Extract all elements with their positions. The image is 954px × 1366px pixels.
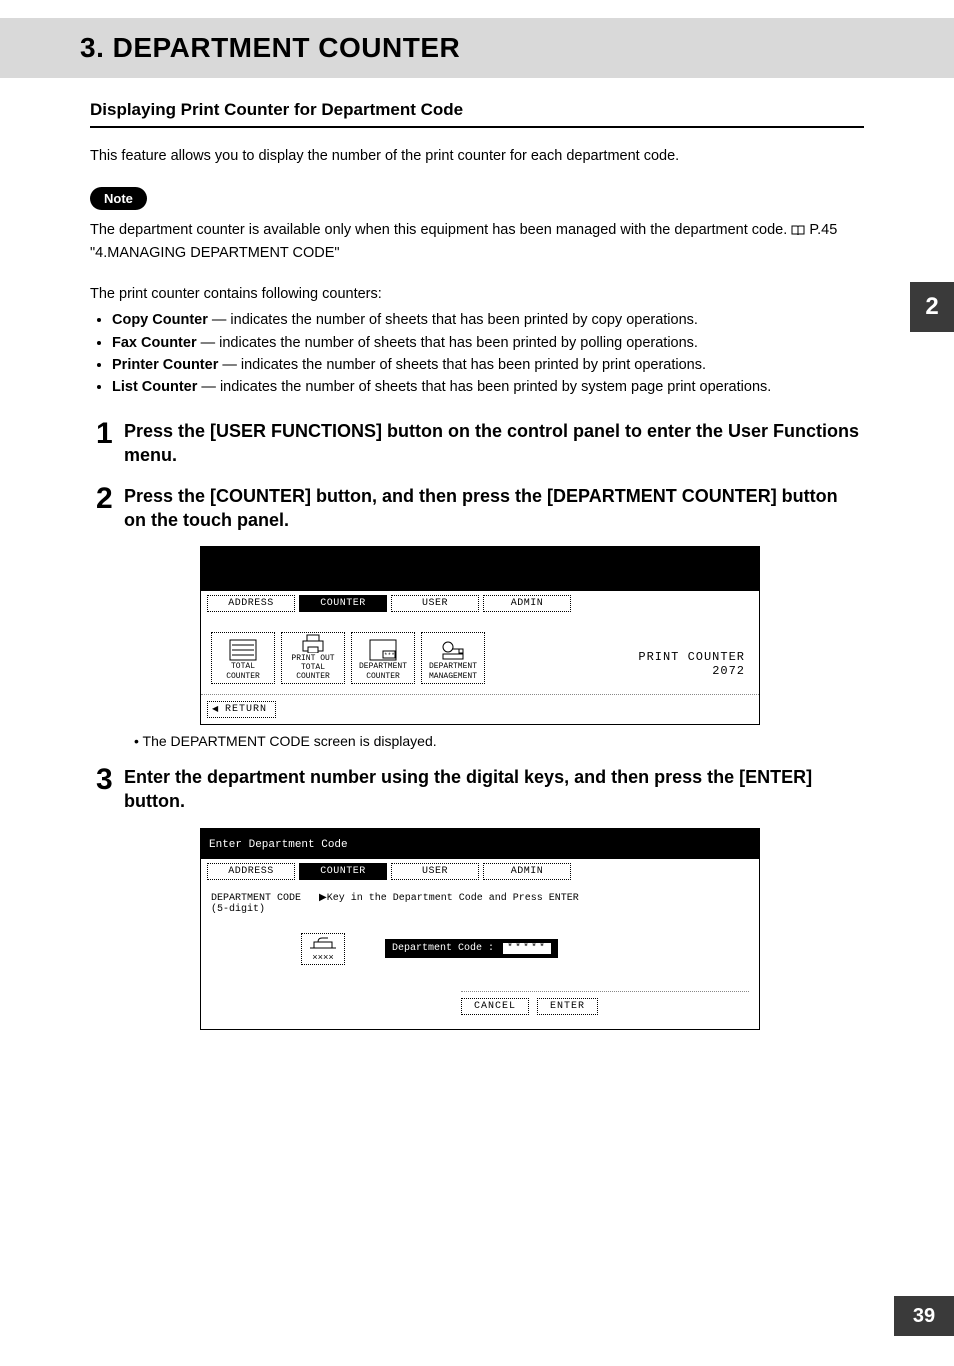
touch-panel-screenshot-1: ADDRESS COUNTER USER ADMIN TOTALCOUNTER … bbox=[200, 546, 760, 725]
screen-tabs: ADDRESS COUNTER USER ADMIN bbox=[201, 859, 759, 886]
counter-list-icon bbox=[229, 639, 257, 661]
step-1: 1 Press the [USER FUNCTIONS] button on t… bbox=[90, 417, 864, 468]
total-counter-button[interactable]: TOTALCOUNTER bbox=[211, 632, 275, 684]
intro-paragraph: This feature allows you to display the n… bbox=[90, 146, 864, 167]
tab-counter[interactable]: COUNTER bbox=[299, 863, 387, 880]
counter-list: Copy Counter — indicates the number of s… bbox=[90, 309, 864, 399]
printer-icon bbox=[299, 633, 327, 653]
dept-mgmt-button[interactable]: DEPARTMENTMANAGEMENT bbox=[421, 632, 485, 684]
screen-titlebar: Enter Department Code bbox=[201, 829, 759, 859]
tab-address[interactable]: ADDRESS bbox=[207, 595, 295, 612]
step-2: 2 Press the [COUNTER] button, and then p… bbox=[90, 482, 864, 533]
machine-icon: ×××× bbox=[301, 933, 345, 965]
tab-counter[interactable]: COUNTER bbox=[299, 595, 387, 612]
step-text: Enter the department number using the di… bbox=[124, 763, 864, 814]
return-button[interactable]: RETURN bbox=[207, 701, 276, 718]
tab-user[interactable]: USER bbox=[391, 595, 479, 612]
step-number: 1 bbox=[90, 417, 124, 450]
note-badge: Note bbox=[90, 187, 147, 210]
tab-admin[interactable]: ADMIN bbox=[483, 595, 571, 612]
step-number: 2 bbox=[90, 482, 124, 515]
note-text-a: The department counter is available only… bbox=[90, 222, 791, 238]
section-header: 3. DEPARTMENT COUNTER bbox=[0, 18, 954, 78]
cancel-button[interactable]: CANCEL bbox=[461, 998, 529, 1015]
screen-titlebar bbox=[201, 547, 759, 591]
chapter-tab: 2 bbox=[910, 282, 954, 332]
tab-user[interactable]: USER bbox=[391, 863, 479, 880]
dept-code-field[interactable]: Department Code : ***** bbox=[385, 939, 558, 958]
note-paragraph: The department counter is available only… bbox=[90, 220, 864, 264]
print-counter-readout: PRINT COUNTER 2072 bbox=[638, 650, 749, 684]
step-text: Press the [USER FUNCTIONS] button on the… bbox=[124, 417, 864, 468]
dept-code-hint: DEPARTMENT CODE ▶Key in the Department C… bbox=[211, 890, 749, 923]
step-number: 3 bbox=[90, 763, 124, 796]
screen-tabs: ADDRESS COUNTER USER ADMIN bbox=[201, 591, 759, 618]
list-item: Fax Counter — indicates the number of sh… bbox=[112, 332, 864, 354]
svg-text:***: *** bbox=[384, 652, 395, 659]
list-item: Copy Counter — indicates the number of s… bbox=[112, 309, 864, 331]
print-out-button[interactable]: PRINT OUTTOTAL COUNTER bbox=[281, 632, 345, 684]
step-3: 3 Enter the department number using the … bbox=[90, 763, 864, 814]
step-2-substep: The DEPARTMENT CODE screen is displayed. bbox=[134, 733, 864, 749]
touch-panel-screenshot-2: Enter Department Code ADDRESS COUNTER US… bbox=[200, 828, 760, 1030]
book-icon bbox=[791, 222, 805, 243]
list-item: List Counter — indicates the number of s… bbox=[112, 376, 864, 398]
tab-admin[interactable]: ADMIN bbox=[483, 863, 571, 880]
page-number: 39 bbox=[894, 1296, 954, 1336]
dept-list-icon: *** bbox=[369, 639, 397, 661]
divider bbox=[90, 126, 864, 128]
dept-counter-button[interactable]: *** DEPARTMENTCOUNTER bbox=[351, 632, 415, 684]
section-title: 3. DEPARTMENT COUNTER bbox=[80, 32, 954, 64]
copier-icon bbox=[308, 936, 338, 952]
key-icon bbox=[439, 639, 467, 661]
counters-intro: The print counter contains following cou… bbox=[90, 284, 864, 305]
enter-button[interactable]: ENTER bbox=[537, 998, 598, 1015]
subsection-heading: Displaying Print Counter for Department … bbox=[90, 100, 864, 120]
step-text: Press the [COUNTER] button, and then pre… bbox=[124, 482, 864, 533]
tab-address[interactable]: ADDRESS bbox=[207, 863, 295, 880]
list-item: Printer Counter — indicates the number o… bbox=[112, 354, 864, 376]
